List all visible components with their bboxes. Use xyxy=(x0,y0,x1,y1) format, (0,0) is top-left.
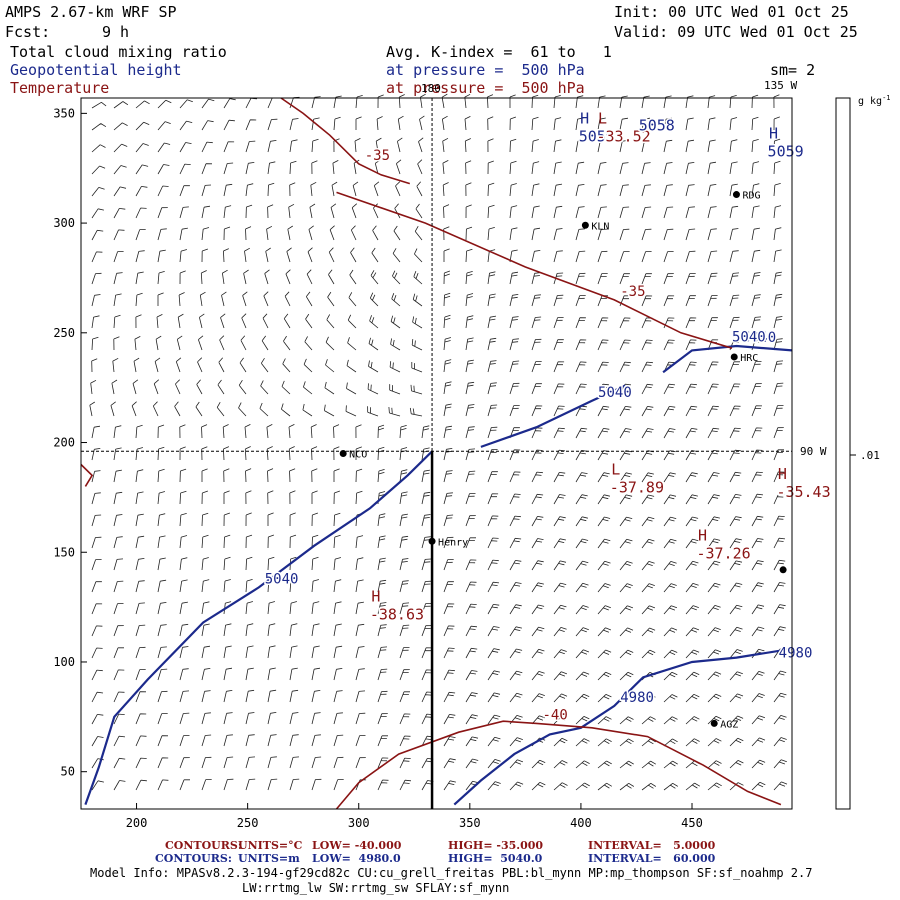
model-info-physics: LW:rrtmg_lw SW:rrtmg_sw SFLAY:sf_mynn xyxy=(242,881,510,895)
field-cloud-mixing-ratio: Total cloud mixing ratio xyxy=(10,43,227,61)
temperature-contour-line xyxy=(335,720,782,810)
extremum-value: 5058 xyxy=(639,116,675,134)
temperature-contour-line xyxy=(280,97,411,185)
extremum-value: -35.43 xyxy=(776,483,830,501)
y-tick-label: 250 xyxy=(53,326,75,340)
x-tick-label: 300 xyxy=(348,816,370,830)
field-temperature: Temperature xyxy=(10,79,110,97)
temperature-contour-label: -35 xyxy=(365,148,390,164)
crosshair xyxy=(81,98,792,809)
pressure-level-height: at pressure = 500 hPa xyxy=(386,61,585,79)
temperature-contour-line xyxy=(80,463,94,487)
x-tick-label: 200 xyxy=(126,816,148,830)
height-contour-high: HIGH= 5040.0 xyxy=(448,852,543,865)
y-tick-label: 300 xyxy=(53,216,75,230)
field-geopotential-height: Geopotential height xyxy=(10,61,182,79)
model-info: Model Info: MPASv8.2.3-194-gf29cd82c CU:… xyxy=(90,866,813,880)
station-marker xyxy=(581,221,589,229)
y-tick-label: 200 xyxy=(53,436,75,450)
temp-contour-units: UNITS=°C xyxy=(238,839,303,852)
x-tick-label: 350 xyxy=(459,816,481,830)
temp-contour-label: CONTOURS: xyxy=(165,839,242,852)
temp-contour-interval: INTERVAL= 5.0000 xyxy=(588,839,716,852)
axis-ticks: 200 250 300 350 400 450 50 100 150 200 250 300 350 xyxy=(53,106,703,830)
station-label: KLN xyxy=(591,221,609,232)
x-tick-label: 450 xyxy=(681,816,703,830)
height-contour-label: 5040 xyxy=(598,385,632,401)
extremum-marker: H xyxy=(769,125,778,143)
station-marker xyxy=(339,450,347,457)
height-contour-label: CONTOURS: xyxy=(155,852,232,865)
extremum-value: 5059 xyxy=(768,143,804,161)
station-label: HRC xyxy=(740,353,758,364)
extremum-value: -38.63 xyxy=(370,606,424,624)
station-marker xyxy=(732,191,740,199)
extremum-marker: L xyxy=(611,460,620,478)
wind-barbs xyxy=(89,93,788,791)
height-contour-label: 5040 xyxy=(265,571,299,587)
height-contour-line xyxy=(84,450,433,805)
lon-90w-label: 90 W xyxy=(800,445,827,458)
temperature-contour-label: -40 xyxy=(542,707,567,723)
extremum-marker: H xyxy=(580,109,589,127)
temp-contour-low: LOW= -40.000 xyxy=(312,839,402,852)
y-tick-label: 50 xyxy=(61,765,75,779)
pressure-level-temperature: at pressure = 500 hPa xyxy=(386,79,585,97)
y-tick-label: 350 xyxy=(53,106,75,120)
height-contour-interval: INTERVAL= 60.000 xyxy=(588,852,716,865)
fcst-label: Fcst: xyxy=(5,23,51,41)
extremum-value: -37.26 xyxy=(696,544,750,562)
extremum-marker: H xyxy=(371,588,380,606)
height-contour-line xyxy=(480,384,626,448)
height-contour-label: 4980 xyxy=(620,690,654,706)
height-contour-low: LOW= 4980.0 xyxy=(312,852,401,865)
station-marker xyxy=(428,537,436,545)
extremum-value: -37.89 xyxy=(610,478,664,496)
lon-135w-label: 135 W xyxy=(764,79,797,92)
extremum-value: 5059 xyxy=(579,127,615,145)
fcst-value: 9 h xyxy=(102,23,130,41)
station-marker xyxy=(779,566,787,574)
k-index-range: Avg. K-index = 61 to 1 xyxy=(386,43,612,61)
height-contour-line xyxy=(453,647,793,806)
extremum-marker: H xyxy=(698,526,707,544)
valid-time: Valid: 09 UTC Wed 01 Oct 25 xyxy=(614,23,858,41)
station-label: Henry xyxy=(438,537,468,548)
temp-contour-high: HIGH= -35.000 xyxy=(448,839,544,852)
x-tick-label: 400 xyxy=(570,816,592,830)
stations: RDG KLN HRC NCO Henry AGZ xyxy=(339,191,787,730)
smoothing-label: sm= 2 xyxy=(770,61,816,79)
contour-label: 4980 xyxy=(779,646,813,662)
model-title: AMPS 2.67-km WRF SP xyxy=(5,3,177,21)
extremum-value: -33.52 xyxy=(596,127,650,145)
y-tick-label: 150 xyxy=(53,545,75,559)
colorbar xyxy=(835,97,851,810)
station-label: NCO xyxy=(349,450,367,461)
station-marker xyxy=(710,719,718,727)
station-label: RDG xyxy=(742,191,760,202)
y-tick-label: 100 xyxy=(53,655,75,669)
height-contour-line xyxy=(662,344,793,374)
contour-label: 5040 xyxy=(732,330,766,346)
station-label: AGZ xyxy=(720,719,738,730)
colorbar-tick-label: .01 xyxy=(860,449,880,462)
lon-180-label: 180 xyxy=(421,82,441,95)
temperature-contour-line xyxy=(336,191,733,349)
plot-frame xyxy=(80,97,793,810)
station-marker xyxy=(730,353,738,361)
temperature-contour-label: -35 xyxy=(620,284,645,300)
x-tick-label: 250 xyxy=(237,816,259,830)
extremum-marker: H xyxy=(778,465,787,483)
wind-barb-field xyxy=(89,93,788,791)
height-contour-units: UNITS=m xyxy=(238,852,300,865)
init-time: Init: 00 UTC Wed 01 Oct 25 xyxy=(614,3,849,21)
extremum-marker: L xyxy=(598,109,607,127)
height-contour-label: 5040 xyxy=(742,330,776,346)
colorbar-units: g kg-1 xyxy=(858,94,891,107)
